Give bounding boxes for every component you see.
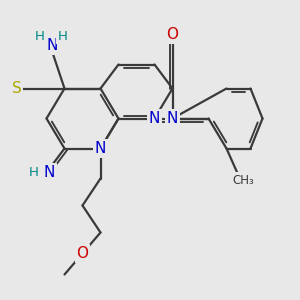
Text: N: N: [167, 111, 178, 126]
Text: N: N: [47, 38, 58, 53]
Text: H: H: [35, 29, 45, 43]
Text: O: O: [76, 246, 88, 261]
Text: N: N: [44, 165, 55, 180]
Text: H: H: [58, 29, 68, 43]
Text: N: N: [149, 111, 160, 126]
Text: S: S: [12, 81, 21, 96]
Text: O: O: [167, 27, 178, 42]
Text: N: N: [95, 141, 106, 156]
Text: CH₃: CH₃: [232, 173, 254, 187]
Text: H: H: [29, 166, 39, 179]
